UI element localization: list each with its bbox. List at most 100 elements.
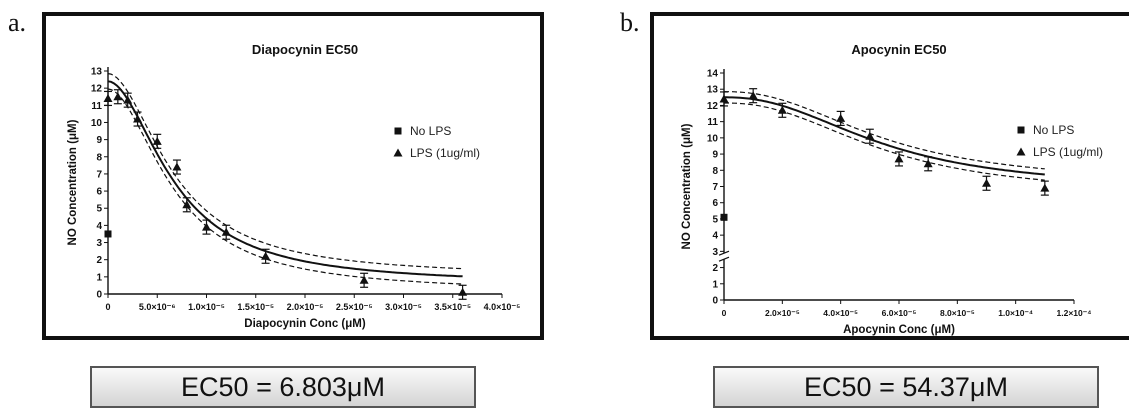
x-tick-label: 4.0×10⁻⁵ <box>823 308 858 318</box>
lps-point <box>748 91 758 100</box>
lps-point <box>894 154 904 163</box>
fit-confidence-upper <box>107 73 463 270</box>
y-tick-label: 2 <box>96 255 102 266</box>
y-tick-label: 13 <box>91 67 103 78</box>
x-tick-label: 8.0×10⁻⁵ <box>940 308 975 318</box>
lps-point <box>133 114 143 123</box>
y-tick-label: 7 <box>96 169 102 180</box>
panel-a-letter: a. <box>8 8 27 37</box>
lps-point <box>182 200 192 209</box>
y-tick-label: 12 <box>707 101 719 112</box>
lps-point <box>1040 183 1050 192</box>
y-tick-label: 8 <box>96 152 102 163</box>
y-tick-label: 10 <box>707 133 719 144</box>
ec50-b-label: EC50 = 54.37μM <box>804 371 1008 402</box>
y-axis-label: NO Concentration (μM) <box>681 123 693 249</box>
x-tick-label: 3.5×10⁻⁵ <box>434 302 471 312</box>
fit-confidence-lower <box>724 102 1045 181</box>
lps-point <box>982 178 991 187</box>
y-tick-label: 1 <box>96 272 102 283</box>
lps-point <box>777 105 787 114</box>
x-tick-label: 0 <box>105 302 110 312</box>
x-tick-label: 3.0×10⁻⁵ <box>385 302 422 312</box>
x-axis-label: Diapocynin Conc (μM) <box>244 318 366 330</box>
lps-point <box>836 113 846 122</box>
y-tick-label: 11 <box>707 117 718 128</box>
y-axis-break-mark <box>718 256 730 262</box>
lps-point <box>261 251 271 260</box>
lps-point <box>359 275 369 284</box>
y-tick-label: 0 <box>96 290 102 301</box>
y-tick-label: 3 <box>712 247 718 258</box>
y-tick-label: 4 <box>712 231 718 242</box>
lps-point <box>172 162 182 171</box>
lps-point <box>719 94 729 103</box>
y-tick-label: 2 <box>712 263 718 274</box>
y-tick-label: 1 <box>712 279 718 290</box>
y-axis-break-mark <box>718 250 730 256</box>
x-tick-label: 1.2×10⁻⁴ <box>1057 308 1092 318</box>
y-tick-label: 0 <box>712 296 718 307</box>
no-lps-point <box>104 230 112 238</box>
legend-marker-lps <box>393 148 403 157</box>
y-tick-label: 9 <box>712 150 718 161</box>
fit-confidence-lower <box>107 88 463 285</box>
x-tick-label: 5.0×10⁻⁶ <box>139 302 176 312</box>
y-tick-label: 5 <box>96 204 102 215</box>
y-tick-label: 12 <box>91 84 103 95</box>
y-tick-label: 3 <box>96 238 102 249</box>
lps-point <box>923 159 933 168</box>
chart-title: Apocynin EC50 <box>851 42 946 57</box>
y-tick-label: 6 <box>712 198 718 209</box>
y-tick-label: 4 <box>96 221 102 232</box>
x-tick-label: 1.0×10⁻⁵ <box>188 302 225 312</box>
fit-curve <box>724 96 1045 176</box>
legend-label: LPS (1ug/ml) <box>410 146 480 160</box>
y-tick-label: 11 <box>91 101 102 112</box>
panel-b-letter: b. <box>620 8 640 37</box>
x-tick-label: 1.0×10⁻⁴ <box>998 308 1033 318</box>
x-tick-label: 0 <box>722 308 727 318</box>
lps-point <box>202 222 211 231</box>
x-tick-label: 2.0×10⁻⁵ <box>287 302 324 312</box>
y-tick-label: 7 <box>712 182 718 193</box>
x-tick-label: 6.0×10⁻⁵ <box>882 308 917 318</box>
chart-a-frame: Diapocynin EC50 0 1 2 3 4 5 6 7 8 9 10 11 12 13 0 5.0×10… <box>42 12 544 340</box>
x-axis-label: Apocynin Conc (μM) <box>843 324 955 336</box>
chart-title: Diapocynin EC50 <box>252 42 358 57</box>
legend-label: LPS (1ug/ml) <box>1033 145 1103 159</box>
y-tick-label: 8 <box>712 166 718 177</box>
y-tick-label: 14 <box>707 69 719 80</box>
y-tick-label: 5 <box>712 214 718 225</box>
lps-point <box>113 92 123 101</box>
legend-marker-no-lps <box>394 127 402 135</box>
x-tick-label: 4.0×10⁻⁵ <box>484 302 521 312</box>
y-tick-label: 9 <box>96 135 102 146</box>
lps-point <box>152 136 162 145</box>
ec50-a-box: EC50 = 6.803μM <box>90 366 476 408</box>
y-tick-label: 10 <box>91 118 103 129</box>
legend-marker-lps <box>1016 147 1026 156</box>
x-tick-label: 2.5×10⁻⁵ <box>336 302 373 312</box>
x-tick-label: 1.5×10⁻⁵ <box>237 302 274 312</box>
fit-curve <box>107 80 463 278</box>
lps-point <box>103 93 113 102</box>
legend-label: No LPS <box>1033 123 1074 137</box>
lps-point <box>221 227 231 236</box>
y-axis-label: NO Concentration (μM) <box>67 119 79 245</box>
lps-point <box>458 287 468 296</box>
fit-confidence-upper <box>723 91 1045 170</box>
legend-label: No LPS <box>410 124 451 138</box>
ec50-a-label: EC50 = 6.803μM <box>181 371 385 402</box>
y-tick-label: 6 <box>96 187 102 198</box>
y-tick-label: 13 <box>707 85 719 96</box>
lps-point <box>865 131 875 140</box>
chart-b-frame: Apocynin EC50 0 1 2 3 4 5 6 7 8 9 10 11 12 13 14 0 2.0×10… <box>650 12 1129 340</box>
x-tick-label: 2.0×10⁻⁵ <box>765 308 800 318</box>
ec50-b-box: EC50 = 54.37μM <box>713 366 1099 408</box>
no-lps-point <box>720 213 728 221</box>
legend-marker-no-lps <box>1017 126 1025 134</box>
lps-point <box>123 95 133 104</box>
